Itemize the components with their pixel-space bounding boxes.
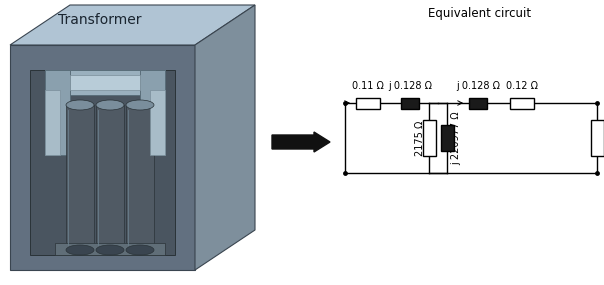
Ellipse shape	[96, 245, 124, 255]
Ellipse shape	[96, 100, 124, 110]
Bar	[440, 125, 454, 151]
Polygon shape	[45, 70, 70, 155]
Ellipse shape	[66, 245, 94, 255]
Ellipse shape	[126, 100, 154, 110]
Polygon shape	[66, 105, 94, 250]
Polygon shape	[150, 90, 165, 155]
Polygon shape	[96, 105, 124, 250]
Bar	[423, 120, 435, 156]
Ellipse shape	[66, 100, 94, 110]
Polygon shape	[45, 90, 60, 155]
Text: 2175 Ω: 2175 Ω	[415, 120, 425, 156]
Polygon shape	[126, 105, 154, 250]
Polygon shape	[195, 5, 255, 270]
Bar	[510, 97, 534, 109]
Text: 0.12 Ω: 0.12 Ω	[506, 81, 538, 91]
Polygon shape	[10, 5, 255, 45]
Text: 0.11 Ω: 0.11 Ω	[352, 81, 384, 91]
Polygon shape	[30, 70, 175, 255]
Polygon shape	[45, 70, 165, 95]
Text: Equivalent circuit: Equivalent circuit	[428, 7, 532, 20]
Text: j 0.128 Ω: j 0.128 Ω	[456, 81, 500, 91]
Bar	[401, 97, 419, 109]
Bar	[591, 120, 603, 156]
Ellipse shape	[126, 245, 154, 255]
Polygon shape	[10, 45, 195, 270]
Text: j 0.128 Ω: j 0.128 Ω	[388, 81, 432, 91]
Bar	[356, 97, 380, 109]
Text: j 220977 Ω: j 220977 Ω	[451, 111, 461, 165]
Polygon shape	[55, 243, 165, 255]
Text: Transformer: Transformer	[58, 13, 142, 27]
Polygon shape	[70, 75, 140, 90]
FancyArrow shape	[272, 132, 330, 152]
Bar	[469, 97, 487, 109]
Polygon shape	[140, 70, 165, 155]
